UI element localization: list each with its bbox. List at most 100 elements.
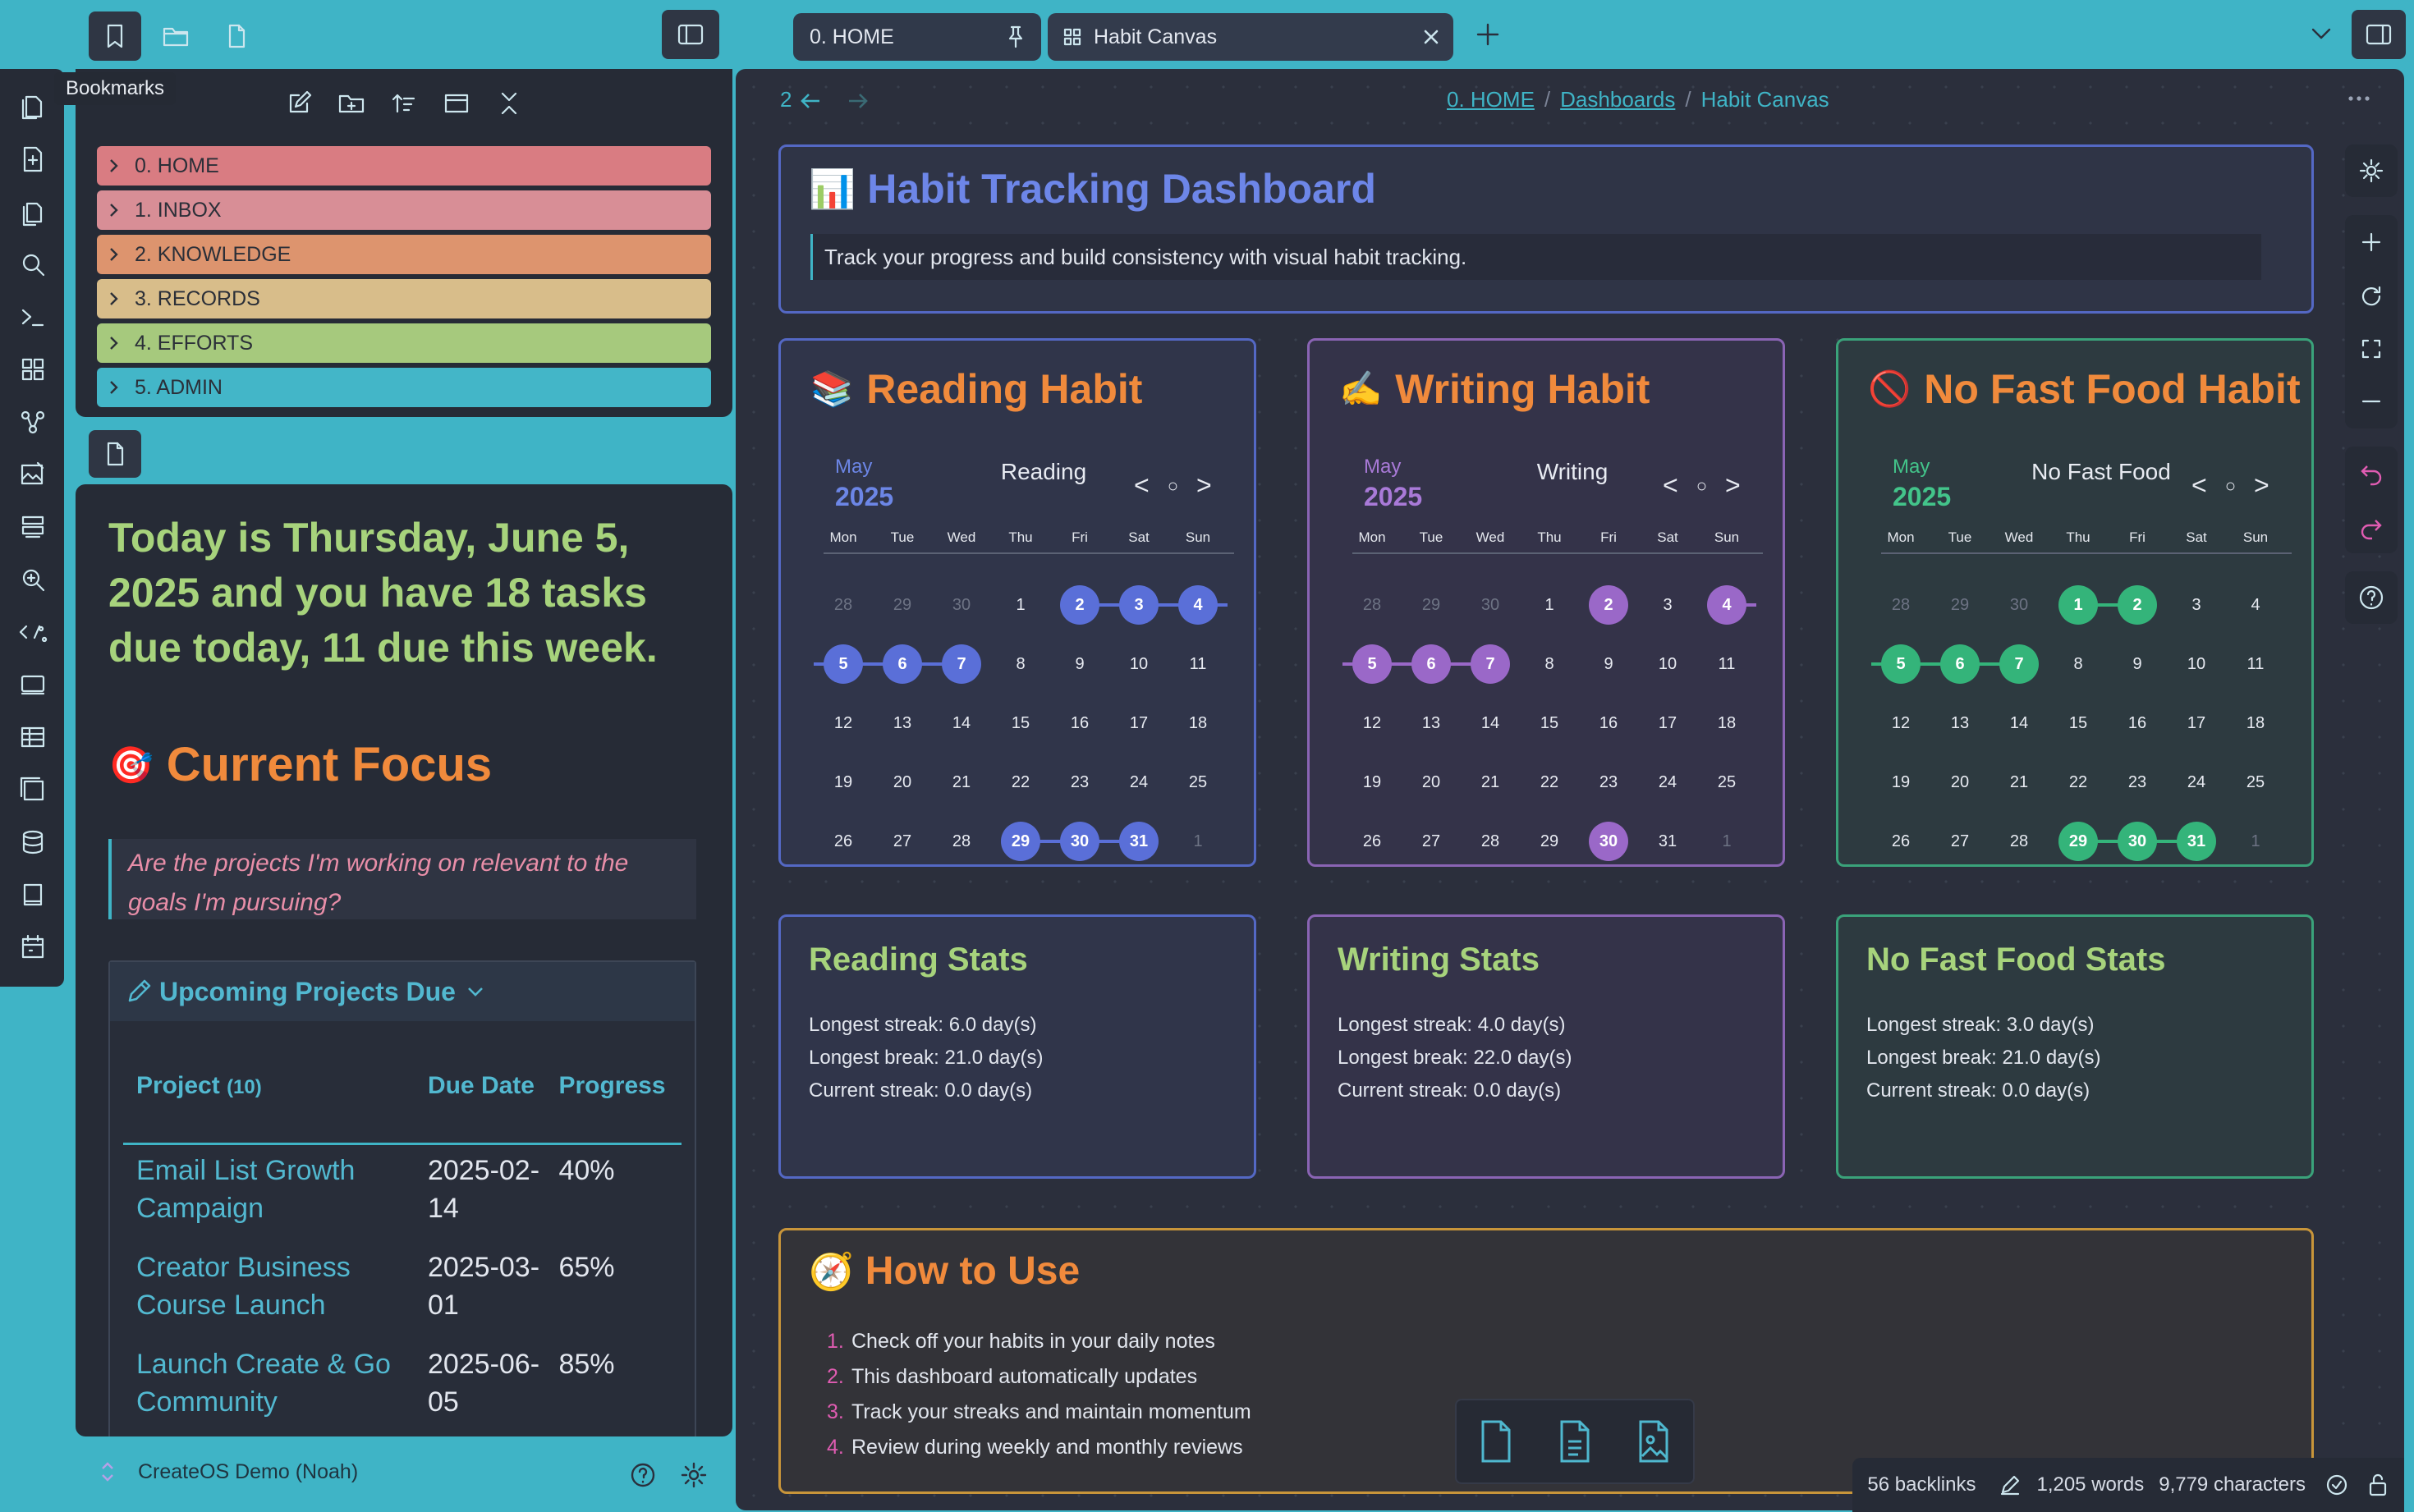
calendar-day[interactable]: 19 bbox=[833, 772, 853, 791]
settings-icon[interactable] bbox=[680, 1461, 708, 1489]
calendar-day[interactable]: 1 bbox=[1193, 832, 1203, 850]
calendar-day[interactable]: 31 bbox=[1658, 832, 1677, 850]
close-icon[interactable] bbox=[1422, 28, 1440, 46]
calendar-day[interactable]: 10 bbox=[1658, 654, 1677, 673]
new-tab-icon[interactable] bbox=[1475, 21, 1501, 48]
fit-screen-icon[interactable] bbox=[2357, 335, 2385, 363]
calendar-day[interactable]: 28 bbox=[2009, 832, 2029, 850]
calendar-day[interactable]: 21 bbox=[952, 772, 971, 791]
forward-arrow-icon[interactable] bbox=[844, 89, 870, 113]
next-month-button[interactable]: > bbox=[1724, 470, 1741, 500]
canvas-icon[interactable] bbox=[16, 353, 49, 386]
calendar-day[interactable]: 26 bbox=[1362, 832, 1382, 850]
calendar-day[interactable]: 4 bbox=[2251, 595, 2260, 614]
today-button[interactable]: ○ bbox=[1167, 474, 1178, 496]
calendar-day[interactable]: 4 bbox=[1707, 585, 1746, 625]
calendar-day[interactable]: 29 bbox=[1001, 822, 1040, 861]
breadcrumb-dashboards[interactable]: Dashboards bbox=[1560, 87, 1676, 112]
calendar-day[interactable]: 29 bbox=[2058, 822, 2098, 861]
add-note-icon[interactable] bbox=[1473, 1417, 1519, 1466]
calendar-day[interactable]: 28 bbox=[1480, 832, 1500, 850]
calendar-day[interactable]: 26 bbox=[1891, 832, 1911, 850]
undo-icon[interactable] bbox=[2357, 460, 2385, 488]
file-icon[interactable] bbox=[210, 11, 263, 61]
edit-icon[interactable] bbox=[284, 89, 314, 118]
folder-icon[interactable] bbox=[149, 11, 202, 61]
calendar-day[interactable]: 4 bbox=[1178, 585, 1218, 625]
breadcrumb-home[interactable]: 0. HOME bbox=[1447, 87, 1535, 112]
calendar-day[interactable]: 16 bbox=[1599, 713, 1618, 732]
calendar-day[interactable]: 8 bbox=[2073, 654, 2083, 673]
calendar-day[interactable]: 3 bbox=[1119, 585, 1159, 625]
prev-month-button[interactable]: < bbox=[2191, 470, 2207, 500]
bookmark-folder[interactable]: 0. HOME bbox=[97, 146, 711, 186]
calendar-day[interactable]: 30 bbox=[2118, 822, 2157, 861]
prev-month-button[interactable]: < bbox=[1663, 470, 1678, 500]
calendar-day[interactable]: 1 bbox=[2251, 832, 2260, 850]
calendar-day[interactable]: 2 bbox=[1589, 585, 1628, 625]
calendar-day[interactable]: 2 bbox=[2118, 585, 2157, 625]
calendar-day[interactable]: 20 bbox=[1421, 772, 1441, 791]
calendar-day[interactable]: 6 bbox=[1411, 644, 1451, 684]
project-link[interactable]: Launch Create & Go Community bbox=[136, 1349, 391, 1418]
calendar-day[interactable]: 15 bbox=[1011, 713, 1030, 732]
calendar-day[interactable]: 15 bbox=[1540, 713, 1559, 732]
backlinks-count[interactable]: 56 backlinks bbox=[1867, 1473, 1976, 1496]
calendar-day[interactable]: 31 bbox=[1119, 822, 1159, 861]
book-icon[interactable] bbox=[16, 878, 49, 911]
tab-habit-canvas[interactable]: Habit Canvas bbox=[1048, 13, 1453, 61]
today-button[interactable]: ○ bbox=[2224, 474, 2236, 496]
calendar-day[interactable]: 3 bbox=[1663, 595, 1673, 614]
habit-card[interactable]: 🚫 No Fast Food Habit May 2025 No Fast Food < ○… bbox=[1836, 338, 2314, 867]
calendar-day[interactable]: 5 bbox=[824, 644, 863, 684]
calendar-day[interactable]: 8 bbox=[1544, 654, 1554, 673]
search-icon[interactable] bbox=[16, 248, 49, 281]
calendar-day[interactable]: 28 bbox=[952, 832, 971, 850]
calendar-day[interactable]: 31 bbox=[2177, 822, 2216, 861]
bookmark-folder[interactable]: 5. ADMIN bbox=[97, 368, 711, 407]
calendar-day[interactable]: 30 bbox=[952, 595, 971, 614]
calendar-day[interactable]: 6 bbox=[1940, 644, 1980, 684]
calendar-day[interactable]: 17 bbox=[1658, 713, 1677, 732]
calendar-day[interactable]: 30 bbox=[1060, 822, 1099, 861]
project-link[interactable]: Creator Business Course Launch bbox=[136, 1252, 351, 1321]
terminal-icon[interactable] bbox=[16, 300, 49, 333]
calendar-day[interactable]: 17 bbox=[2187, 713, 2206, 732]
chevron-down-icon[interactable] bbox=[466, 983, 485, 1000]
calendar-day[interactable]: 1 bbox=[1722, 832, 1732, 850]
sort-icon[interactable] bbox=[389, 89, 419, 118]
vault-switcher[interactable]: CreateOS Demo (Noah) bbox=[99, 1459, 358, 1484]
canvas-help-button[interactable] bbox=[2345, 571, 2398, 624]
calendar-day[interactable]: 22 bbox=[2068, 772, 2088, 791]
layout-icon[interactable] bbox=[442, 89, 471, 118]
redo-icon[interactable] bbox=[2357, 514, 2385, 542]
help-icon[interactable] bbox=[629, 1461, 657, 1489]
calendar-day[interactable]: 29 bbox=[893, 595, 912, 614]
more-options-icon[interactable] bbox=[2347, 90, 2371, 107]
callout-header[interactable]: Upcoming Projects Due bbox=[110, 962, 695, 1021]
calendar-day[interactable]: 20 bbox=[893, 772, 912, 791]
calendar-day[interactable]: 23 bbox=[2127, 772, 2147, 791]
calendar-day[interactable]: 27 bbox=[893, 832, 912, 850]
calendar-day[interactable]: 19 bbox=[1362, 772, 1382, 791]
calendar-day[interactable]: 13 bbox=[1421, 713, 1441, 732]
gallery-icon[interactable] bbox=[16, 773, 49, 806]
canvas-settings-button[interactable] bbox=[2345, 144, 2398, 197]
table-icon[interactable] bbox=[16, 721, 49, 754]
add-media-icon[interactable] bbox=[1631, 1417, 1677, 1466]
calendar-day[interactable]: 7 bbox=[1471, 644, 1510, 684]
calendar-day[interactable]: 19 bbox=[1891, 772, 1911, 791]
calendar-day[interactable]: 29 bbox=[1950, 595, 1970, 614]
habit-stats-card[interactable]: Reading Stats Longest streak: 6.0 day(s) L… bbox=[778, 914, 1256, 1179]
calendar-day[interactable]: 24 bbox=[1129, 772, 1149, 791]
add-file-icon[interactable] bbox=[1552, 1417, 1598, 1466]
today-button[interactable]: ○ bbox=[1696, 474, 1707, 496]
calendar-day[interactable]: 18 bbox=[2246, 713, 2265, 732]
bookmark-folder[interactable]: 1. INBOX bbox=[97, 190, 711, 230]
database-icon[interactable] bbox=[16, 826, 49, 859]
tab-home[interactable]: 0. HOME bbox=[793, 13, 1041, 61]
calendar-day[interactable]: 26 bbox=[833, 832, 853, 850]
calendar-day[interactable]: 24 bbox=[1658, 772, 1677, 791]
next-month-button[interactable]: > bbox=[1196, 470, 1212, 500]
calendar-day[interactable]: 22 bbox=[1540, 772, 1559, 791]
